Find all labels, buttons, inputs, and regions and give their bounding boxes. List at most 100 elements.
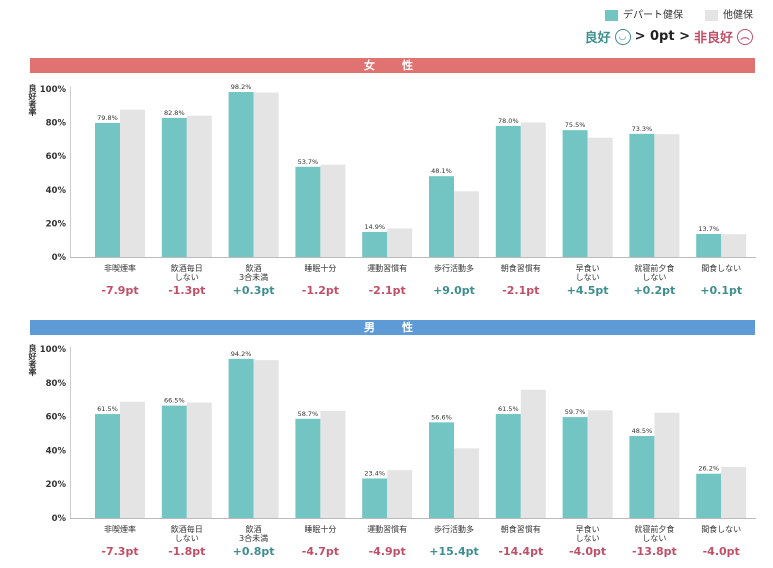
category-label: しない <box>576 534 600 543</box>
bar-dept <box>362 231 388 257</box>
bar-other <box>654 134 680 257</box>
diff-label: +0.3pt <box>233 284 275 297</box>
y-tick-label: 20% <box>46 219 67 229</box>
category-label: 飲酒毎日 <box>171 524 203 534</box>
bar-other <box>587 410 613 518</box>
legend-swatch-other <box>705 9 718 21</box>
diff-label: +9.0pt <box>433 284 475 297</box>
male-header: 男 性 <box>30 320 755 335</box>
female-chart: 0% 20% 40% 60% 80% 100% 79.8% 非喫煙率 -7.9pt 82.8% 飲酒… <box>40 83 756 297</box>
diff-label: -14.4pt <box>498 545 543 558</box>
bar-other <box>186 115 212 257</box>
bar-other <box>253 360 279 518</box>
data-label: 61.5% <box>498 405 519 413</box>
data-label: 79.8% <box>97 114 118 122</box>
bar-other <box>320 164 346 257</box>
female-y-axis-label: 良好者率 <box>28 84 37 116</box>
category-label: 睡眠十分 <box>304 263 336 273</box>
category-label: 歩行活動多 <box>434 263 474 273</box>
diff-label: -1.3pt <box>168 284 205 297</box>
y-tick-label: 0% <box>52 514 67 524</box>
data-label: 78.0% <box>498 117 519 125</box>
data-label: 48.1% <box>431 167 452 175</box>
male-y-axis-label: 良好者率 <box>28 344 37 376</box>
y-tick-label: 40% <box>46 446 67 456</box>
category-label: 朝食習慣有 <box>501 524 541 534</box>
y-tick-label: 20% <box>46 480 67 490</box>
diff-label: -4.7pt <box>302 545 339 558</box>
category-label: しない <box>175 534 199 543</box>
bar-other <box>721 466 747 518</box>
legend-swatch-dept <box>605 9 618 21</box>
bar-other <box>654 412 680 518</box>
data-label: 58.7% <box>298 410 319 418</box>
bar-other <box>387 470 413 518</box>
good-bad-rule: 良好 ◡ > 0pt > 非良好 ︵ <box>585 27 753 46</box>
bar-dept <box>228 358 254 518</box>
bar-other <box>454 191 479 257</box>
bar-other <box>520 389 546 518</box>
y-tick-label: 80% <box>46 119 67 129</box>
category-label: しない <box>642 534 666 543</box>
data-label: 48.5% <box>632 427 653 435</box>
y-tick-label: 0% <box>52 253 67 263</box>
bar-other <box>120 401 145 518</box>
category-label: しない <box>642 273 666 282</box>
bar-dept <box>295 418 321 518</box>
category-label: 非喫煙率 <box>104 524 136 534</box>
y-tick-label: 100% <box>40 85 67 95</box>
category-label: 睡眠十分 <box>304 524 336 534</box>
female-header: 女 性 <box>30 58 755 73</box>
category-label: 就寝前夕食 <box>634 524 674 534</box>
bar-other <box>120 109 145 257</box>
legend: デパート健保 他健保 <box>605 6 753 21</box>
category-label: 就寝前夕食 <box>634 263 674 273</box>
category-label: 歩行活動多 <box>434 524 474 534</box>
category-label: 飲酒 <box>246 524 262 534</box>
bar-other <box>253 92 279 257</box>
data-label: 53.7% <box>298 158 319 166</box>
diff-label: -2.1pt <box>369 284 406 297</box>
data-label: 73.3% <box>632 125 653 133</box>
category-label: 飲酒毎日 <box>171 263 203 273</box>
diff-label: -1.8pt <box>168 545 205 558</box>
category-label: 3合未満 <box>239 533 268 543</box>
legend-other: 他健保 <box>705 6 753 21</box>
sad-face-icon: ︵ <box>737 28 753 45</box>
bar-other <box>186 402 212 518</box>
data-label: 82.8% <box>164 109 185 117</box>
category-label: 運動習慣有 <box>367 524 407 534</box>
bar-other <box>320 410 346 518</box>
data-label: 98.2% <box>231 83 252 91</box>
diff-label: +4.5pt <box>567 284 609 297</box>
bar-dept <box>95 414 120 518</box>
bar-other <box>587 137 613 257</box>
diff-label: -1.2pt <box>302 284 339 297</box>
bar-other <box>454 448 479 518</box>
diff-label: -4.9pt <box>369 545 406 558</box>
bar-dept <box>161 405 187 518</box>
data-label: 61.5% <box>97 405 118 413</box>
bar-dept <box>362 478 388 518</box>
category-label: 運動習慣有 <box>367 263 407 273</box>
diff-label: -4.0pt <box>569 545 606 558</box>
diff-label: -4.0pt <box>703 545 740 558</box>
threshold-label: > 0pt > <box>634 29 690 44</box>
bar-dept <box>429 176 454 257</box>
diff-label: +0.2pt <box>633 284 675 297</box>
bad-label: 非良好 <box>693 31 733 46</box>
category-label: 朝食習慣有 <box>501 263 541 273</box>
diff-label: +0.8pt <box>233 545 275 558</box>
category-label: 飲酒 <box>246 263 262 273</box>
bar-dept <box>295 166 321 257</box>
bar-dept <box>629 133 655 257</box>
category-label: しない <box>175 273 199 282</box>
bar-dept <box>562 130 588 257</box>
y-tick-label: 60% <box>46 152 67 162</box>
bar-dept <box>429 422 454 518</box>
diff-label: +15.4pt <box>429 545 479 558</box>
diff-label: -13.8pt <box>632 545 677 558</box>
diff-label: -7.9pt <box>101 284 138 297</box>
category-label: 間食しない <box>701 263 741 273</box>
